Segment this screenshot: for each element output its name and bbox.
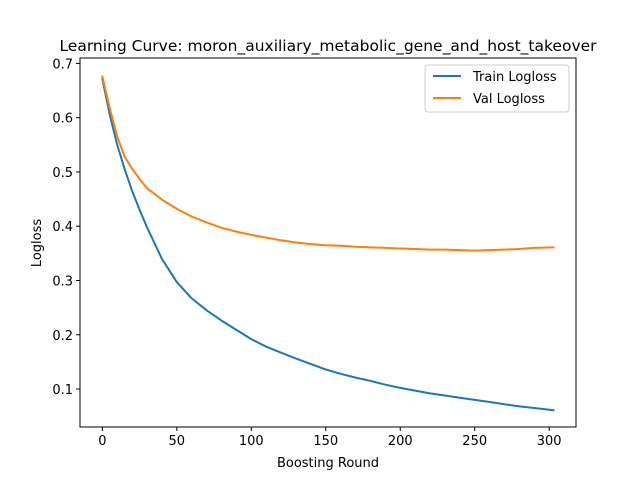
x-axis-label: Boosting Round (277, 456, 379, 471)
chart-title: Learning Curve: moron_auxiliary_metaboli… (59, 37, 597, 56)
x-tick-label: 50 (169, 434, 186, 449)
train-logloss-line (101, 77, 555, 412)
x-tick-label: 300 (537, 434, 562, 449)
y-tick-label: 0.1 (52, 383, 73, 398)
y-axis-label: Logloss (30, 219, 45, 268)
y-tick-label: 0.5 (52, 166, 73, 181)
legend-val-label: Val Logloss (473, 92, 545, 107)
x-tick-label: 0 (98, 434, 106, 449)
x-tick-label: 150 (313, 434, 338, 449)
y-tick-label: 0.6 (52, 112, 73, 127)
y-tick-label: 0.4 (52, 220, 73, 235)
plot-frame (79, 57, 577, 428)
x-axis: 0 50 100 150 200 250 300 (98, 427, 562, 449)
y-tick-label: 0.3 (52, 274, 73, 289)
val-logloss-line (101, 75, 555, 252)
x-tick-label: 100 (239, 434, 264, 449)
legend: Train Logloss Val Logloss (424, 64, 570, 113)
legend-train-label: Train Logloss (472, 70, 557, 85)
y-tick-label: 0.2 (52, 329, 73, 344)
y-tick-label: 0.7 (52, 57, 73, 72)
plot-area (101, 75, 555, 412)
x-tick-label: 250 (462, 434, 487, 449)
x-tick-label: 200 (388, 434, 413, 449)
y-axis: 0.1 0.2 0.3 0.4 0.5 0.6 0.7 (52, 57, 80, 398)
